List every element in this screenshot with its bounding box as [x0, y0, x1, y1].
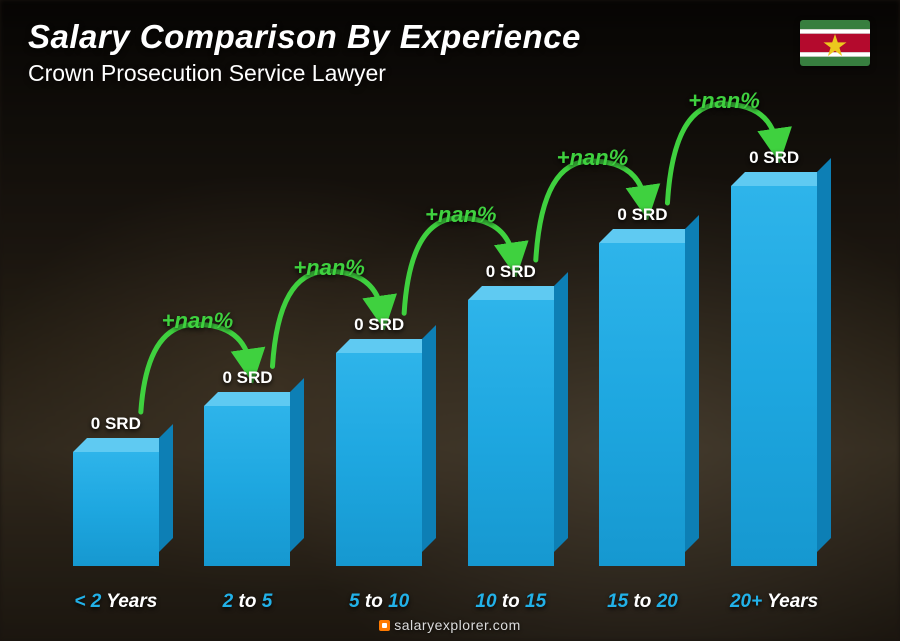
- growth-pct-label: +nan%: [688, 88, 760, 114]
- bar-front-face: [336, 353, 422, 566]
- x-axis-label: 15 to 20: [587, 591, 697, 613]
- footer-text: salaryexplorer.com: [394, 617, 521, 633]
- bar-side-face: [817, 158, 831, 552]
- bar-side-face: [290, 378, 304, 552]
- growth-pct-label: +nan%: [162, 308, 234, 334]
- bar-value-label: 0 SRD: [486, 262, 536, 282]
- x-axis-label: 20+ Years: [719, 591, 829, 613]
- bar-front-face: [731, 186, 817, 566]
- bar-slot: 0 SRD: [587, 205, 697, 566]
- bar-top-face: [73, 438, 173, 452]
- bar-side-face: [554, 272, 568, 552]
- bar-value-label: 0 SRD: [222, 368, 272, 388]
- content-layer: Salary Comparison By Experience Crown Pr…: [0, 0, 900, 641]
- x-axis-label: 5 to 10: [324, 591, 434, 613]
- growth-pct-label: +nan%: [425, 202, 497, 228]
- bar-value-label: 0 SRD: [617, 205, 667, 225]
- x-axis-label: < 2 Years: [61, 591, 171, 613]
- bar: [468, 300, 554, 566]
- bar-slot: 0 SRD: [456, 262, 566, 566]
- bar-value-label: 0 SRD: [91, 414, 141, 434]
- bar-value-label: 0 SRD: [749, 148, 799, 168]
- bar-value-label: 0 SRD: [354, 315, 404, 335]
- bar-top-face: [468, 286, 568, 300]
- bar: [204, 406, 290, 566]
- bar-front-face: [73, 452, 159, 566]
- x-axis-label: 10 to 15: [456, 591, 566, 613]
- bar: [731, 186, 817, 566]
- growth-pct-label: +nan%: [293, 255, 365, 281]
- growth-pct-label: +nan%: [557, 145, 629, 171]
- x-axis-label: 2 to 5: [192, 591, 302, 613]
- bar-slot: 0 SRD: [61, 414, 171, 566]
- bar-slot: 0 SRD: [192, 368, 302, 566]
- bar-chart: 0 SRD 0 SRD 0 SRD 0 SRD 0 SRD 0 SRD +nan% +nan…: [50, 100, 840, 566]
- suriname-flag-icon: [800, 20, 870, 66]
- bar-slot: 0 SRD: [324, 315, 434, 566]
- bar-front-face: [599, 243, 685, 566]
- page-title: Salary Comparison By Experience: [28, 18, 581, 56]
- bar-side-face: [422, 325, 436, 552]
- page-subtitle: Crown Prosecution Service Lawyer: [28, 60, 386, 87]
- bar-side-face: [685, 215, 699, 552]
- bar-side-face: [159, 424, 173, 552]
- bar-front-face: [204, 406, 290, 566]
- bar: [73, 452, 159, 566]
- bar-front-face: [468, 300, 554, 566]
- logo-icon: [379, 620, 390, 631]
- bar: [599, 243, 685, 566]
- footer-credit: salaryexplorer.com: [0, 617, 900, 633]
- x-axis-labels: < 2 Years 2 to 5 5 to 10 10 to 15 15 to 20 20…: [50, 591, 840, 613]
- bar: [336, 353, 422, 566]
- country-flag: [800, 20, 870, 66]
- bar-slot: 0 SRD: [719, 148, 829, 566]
